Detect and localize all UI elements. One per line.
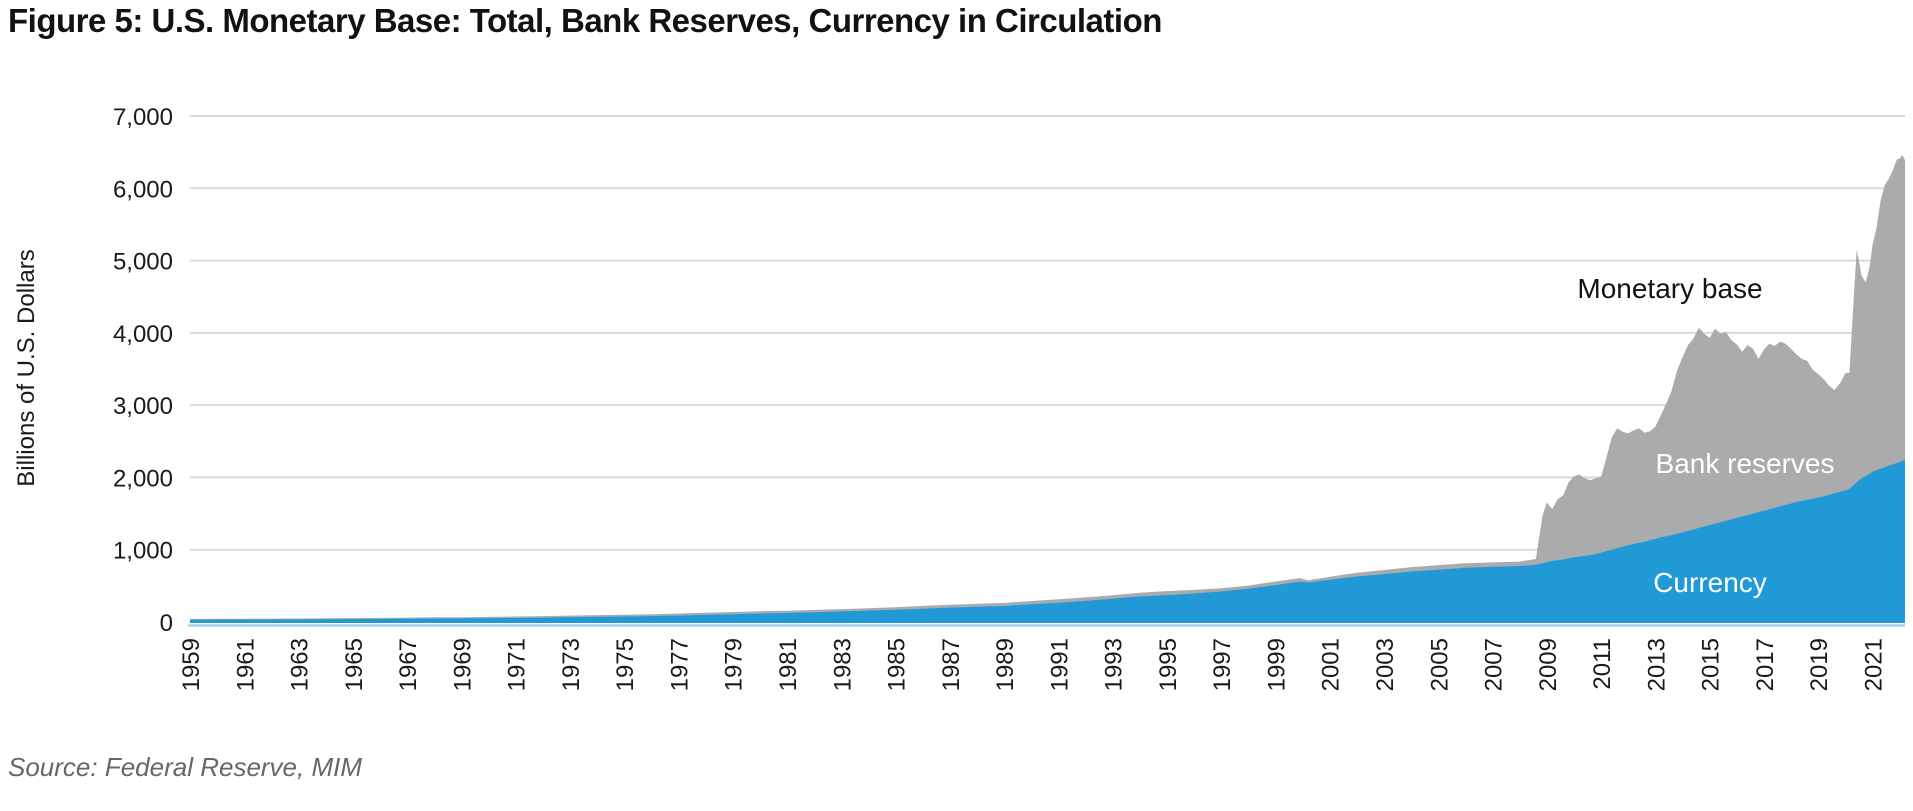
- x-tick-label: 2007: [1481, 638, 1508, 691]
- x-tick-label: 1965: [341, 638, 368, 691]
- x-tick-label: 1997: [1209, 638, 1236, 691]
- currency-label: Currency: [1653, 567, 1767, 598]
- y-tick-label: 0: [160, 610, 173, 637]
- bank-reserves-label: Bank reserves: [1655, 448, 1835, 479]
- y-tick-label: 4,000: [113, 321, 173, 348]
- x-tick-label: 1961: [232, 638, 259, 691]
- y-axis-title: Billions of U.S. Dollars: [13, 249, 40, 487]
- x-tick-label: 1963: [287, 638, 314, 691]
- x-tick-label: 1983: [829, 638, 856, 691]
- x-tick-label: 1989: [992, 638, 1019, 691]
- x-tick-label: 1969: [449, 638, 476, 691]
- x-tick-label: 1993: [1101, 638, 1128, 691]
- y-tick-label: 2,000: [113, 465, 173, 492]
- monetary-base-label: Monetary base: [1577, 273, 1763, 304]
- source-note: Source: Federal Reserve, MIM: [8, 752, 363, 782]
- x-tick-label: 1985: [884, 638, 911, 691]
- x-tick-label: 1991: [1046, 638, 1073, 691]
- x-tick-label: 1999: [1263, 638, 1290, 691]
- x-tick-label: 2017: [1752, 638, 1779, 691]
- x-tick-label: 2009: [1535, 638, 1562, 691]
- y-tick-label: 6,000: [113, 176, 173, 203]
- x-tick-label: 2013: [1643, 638, 1670, 691]
- x-tick-label: 1973: [558, 638, 585, 691]
- x-tick-label: 1971: [504, 638, 531, 691]
- x-tick-label: 2021: [1860, 638, 1887, 691]
- y-tick-label: 3,000: [113, 393, 173, 420]
- y-tick-label: 5,000: [113, 249, 173, 276]
- x-tick-label: 1977: [666, 638, 693, 691]
- figure-title: Figure 5: U.S. Monetary Base: Total, Ban…: [8, 2, 1162, 39]
- x-tick-label: 2015: [1698, 638, 1725, 691]
- y-tick-label: 7,000: [113, 104, 173, 131]
- x-tick-label: 1987: [938, 638, 965, 691]
- x-tick-label: 1995: [1155, 638, 1182, 691]
- x-tick-label: 1979: [721, 638, 748, 691]
- x-tick-label: 1981: [775, 638, 802, 691]
- x-tick-label: 1967: [395, 638, 422, 691]
- x-tick-label: 2019: [1806, 638, 1833, 691]
- x-tick-label: 1975: [612, 638, 639, 691]
- x-tick-label: 2011: [1589, 638, 1616, 690]
- x-tick-label: 2003: [1372, 638, 1399, 691]
- x-tick-label: 2001: [1318, 638, 1345, 691]
- x-tick-label: 2005: [1426, 638, 1453, 691]
- x-tick-label: 1959: [178, 638, 205, 691]
- currency-area: [190, 460, 1905, 623]
- y-tick-label: 1,000: [113, 538, 173, 565]
